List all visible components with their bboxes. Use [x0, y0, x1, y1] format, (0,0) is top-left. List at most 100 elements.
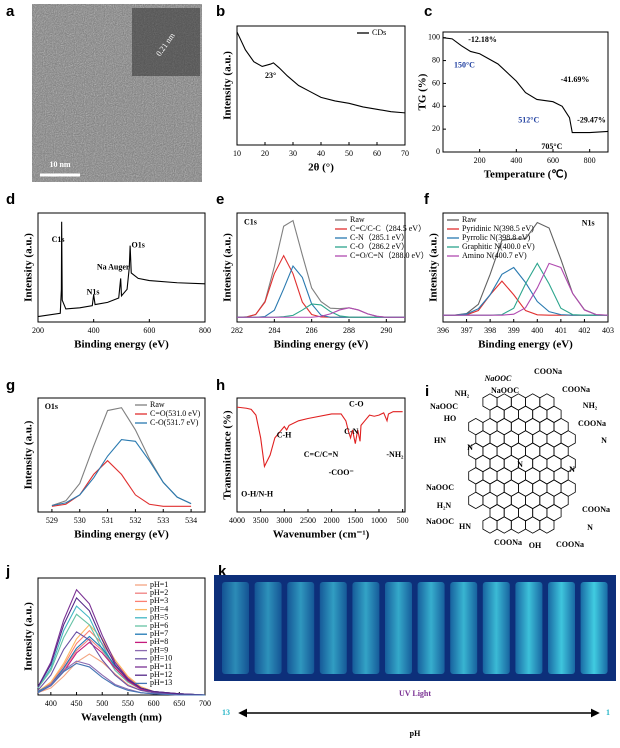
- x-tick-label: 800: [199, 326, 211, 335]
- x-tick-label: 290: [380, 326, 392, 335]
- plot-frame: [442, 212, 609, 323]
- chart-title: C1s: [244, 218, 257, 227]
- x-tick-label: 403: [602, 326, 614, 335]
- plot-frame: [37, 212, 206, 323]
- x-tick-label: 396: [437, 326, 449, 335]
- series-line: [37, 596, 206, 696]
- ring: [525, 516, 541, 534]
- x-tick-label: 30: [289, 149, 297, 158]
- x-tick-label: 529: [46, 516, 58, 525]
- y-axis-label: Intensity (a.u.): [428, 233, 440, 302]
- vial: [482, 582, 510, 674]
- group-label: NH₂: [583, 401, 598, 410]
- series-line: [37, 631, 206, 696]
- legend-label: pH=13: [150, 678, 172, 687]
- hrtem-inset: [132, 8, 200, 76]
- ring: [510, 516, 526, 534]
- panel-label: a: [6, 3, 15, 20]
- chart-title: O1s: [45, 402, 58, 411]
- x-axis-label: 2θ (°): [308, 162, 334, 174]
- x-axis-label: Wavelength (nm): [81, 712, 162, 724]
- x-tick-label: 401: [555, 326, 567, 335]
- caption: UV Light: [399, 689, 431, 698]
- legend-label: pH=3: [150, 596, 168, 605]
- ring: [496, 516, 512, 534]
- ring: [482, 516, 498, 534]
- vial: [254, 582, 282, 674]
- y-tick-label: 100: [428, 33, 440, 42]
- series-line: [443, 262, 609, 316]
- x-tick-label: 534: [185, 516, 197, 525]
- y-tick-label: 0: [436, 147, 440, 156]
- x-axis-label: Temperature (℃): [484, 169, 568, 181]
- x-tick-label: 3500: [253, 516, 269, 525]
- x-axis-label: Binding energy (eV): [274, 339, 369, 351]
- legend-label: pH=9: [150, 645, 168, 654]
- panel-label: e: [216, 191, 224, 208]
- group-label: N: [569, 465, 575, 474]
- group-label: NaOOC: [484, 374, 512, 383]
- chart-title: N1s: [582, 219, 595, 228]
- panel-label: h: [216, 377, 225, 394]
- legend-label: Raw: [462, 215, 477, 224]
- group-label: NaOOC: [426, 517, 454, 526]
- x-tick-label: 400: [88, 326, 100, 335]
- annotation: C-O: [349, 400, 364, 409]
- x-tick-label: 402: [578, 326, 590, 335]
- group-label: COONa: [534, 367, 562, 376]
- series-line: [37, 623, 206, 696]
- x-tick-label: 400: [510, 156, 522, 165]
- annotation: O1s: [132, 241, 145, 250]
- ring: [539, 516, 555, 534]
- y-axis-label: Transmittance (%): [222, 410, 234, 500]
- legend-label: pH=6: [150, 621, 168, 630]
- group-label: OH: [529, 541, 542, 550]
- series-line: [236, 254, 405, 318]
- group-label: HO: [444, 414, 456, 423]
- legend-label: pH=12: [150, 670, 172, 679]
- series-line: [443, 280, 608, 316]
- legend-label: C=C/C-C（284.5 eV）: [350, 224, 426, 233]
- x-tick-label: 600: [143, 326, 155, 335]
- series-line: [37, 221, 206, 318]
- series-line: [236, 31, 406, 114]
- legend-label: pH=8: [150, 637, 168, 646]
- ring: [468, 491, 484, 510]
- y-axis-label: Intensity (a.u.): [23, 233, 35, 302]
- legend-label: pH=4: [150, 604, 168, 613]
- annotation: -COO⁻: [329, 468, 354, 477]
- x-tick-label: 400: [531, 326, 543, 335]
- y-axis-label: Intensity (a.u.): [222, 233, 234, 302]
- annotation: 150°C: [454, 60, 475, 69]
- x-tick-label: 397: [461, 326, 473, 335]
- x-tick-label: 550: [122, 699, 134, 708]
- x-tick-label: 50: [345, 149, 353, 158]
- annotation: Na Auger: [97, 262, 130, 271]
- legend-label: pH=10: [150, 654, 172, 663]
- x-tick-label: 286: [306, 326, 318, 335]
- panel-label: b: [216, 3, 225, 20]
- annotation: C=C/C=N: [304, 450, 339, 459]
- x-tick-label: 530: [74, 516, 86, 525]
- vial: [450, 582, 478, 674]
- vials: [222, 582, 608, 674]
- legend-label: pH=1: [150, 580, 168, 589]
- group-label: NaOOC: [426, 483, 454, 492]
- panel-label: c: [424, 3, 432, 20]
- annotation: C-N: [344, 427, 358, 436]
- legend-label: C=O(531.0 eV): [150, 409, 201, 418]
- x-tick-label: 700: [199, 699, 211, 708]
- annotation: C1s: [52, 235, 65, 244]
- x-tick-label: 450: [71, 699, 83, 708]
- series-line: [442, 37, 609, 134]
- legend-label: Pyridinic N(398.5 eV): [462, 224, 534, 233]
- group-label: N: [587, 523, 593, 532]
- x-tick-label: 500: [96, 699, 108, 708]
- legend-label: Pyrrolic N(398.8 eV): [462, 233, 531, 242]
- legend-label: Raw: [350, 215, 365, 224]
- x-axis-label: Wavenumber (cm⁻¹): [273, 529, 370, 541]
- y-tick-label: 20: [432, 124, 440, 133]
- group-label: COONa: [556, 540, 584, 549]
- y-axis-label: TG (%): [417, 73, 429, 110]
